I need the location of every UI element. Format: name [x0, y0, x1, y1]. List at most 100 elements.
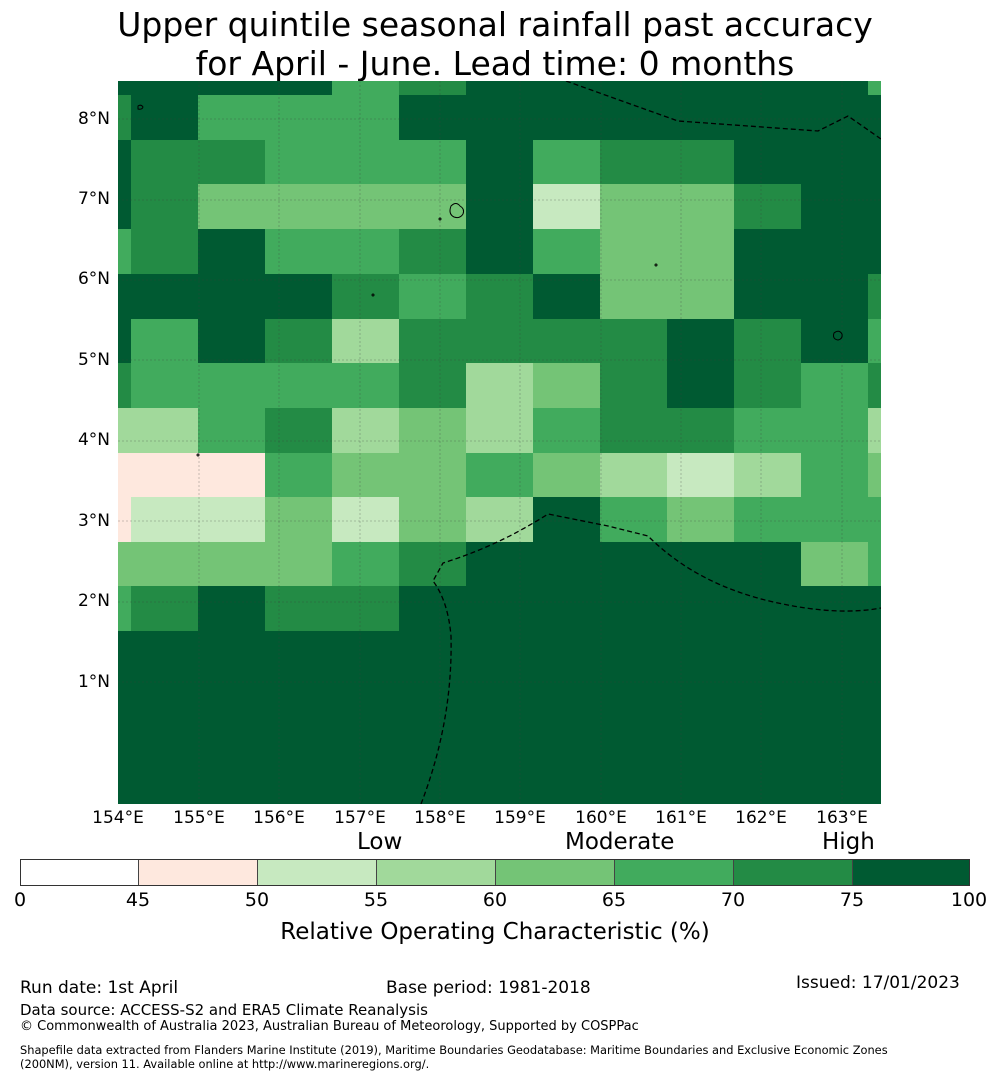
grid-cell-r6-c1	[131, 319, 198, 363]
grid-cell-r4-c8	[600, 229, 667, 274]
grid-cell-r8-c7	[533, 408, 600, 453]
grid-cell-r8-c10	[734, 408, 801, 453]
grid-cell-r11-c4	[332, 542, 399, 586]
grid-cell-r4-c0	[118, 229, 131, 274]
island-kosrae	[833, 330, 843, 341]
grid-cell-r10-c2	[198, 497, 265, 542]
lon-label-160e: 160°E	[575, 808, 627, 828]
grid-cell-r11-c2	[198, 542, 265, 586]
grid-cell-r6-c2	[198, 319, 265, 363]
grid-cell-r4-c12	[868, 229, 881, 274]
grid-cell-r11-c7	[533, 542, 600, 586]
grid-cell-r7-c8	[600, 363, 667, 408]
grid-cell-r3-c3	[265, 184, 332, 229]
grid-cell-r0-c5	[399, 81, 466, 95]
grid-cell-r10-c11	[801, 497, 868, 542]
grid-cell-r0-c8	[600, 81, 667, 95]
map-canvas	[118, 81, 881, 804]
grid-cell-r3-c11	[801, 184, 868, 229]
lat-label-7n: 7°N	[77, 189, 110, 209]
grid-cell-r7-c1	[131, 363, 198, 408]
lat-label-8n: 8°N	[77, 109, 110, 129]
grid-cell-r11-c5	[399, 542, 466, 586]
grid-cell-r4-c5	[399, 229, 466, 274]
grid-cell-r5-c5	[399, 274, 466, 319]
grid-cell-r1-c7	[533, 95, 600, 140]
grid-cell-r9-c1	[131, 453, 198, 497]
map-title-line-1: Upper quintile seasonal rainfall past ac…	[117, 5, 873, 44]
shapefile-credit-line-2: (200NM), version 11. Available online at…	[20, 1057, 430, 1071]
grid-cell-r7-c7	[533, 363, 600, 408]
grid-cell-r0-c10	[734, 81, 801, 95]
category-label-low: Low	[357, 829, 403, 855]
grid-cell-r10-c0	[118, 497, 131, 542]
grid-cell-r2-c2	[198, 140, 265, 184]
grid-cell-r6-c0	[118, 319, 131, 363]
grid-cell-r8-c6	[466, 408, 533, 453]
grid-cell-r4-c3	[265, 229, 332, 274]
grid-cell-r11-c3	[265, 542, 332, 586]
grid-cell-r6-c6	[466, 319, 533, 363]
grid-cell-r6-c3	[265, 319, 332, 363]
grid-cell-r12-c3	[265, 586, 332, 631]
grid-cell-r10-c8	[600, 497, 667, 542]
colorbar-tick-45: 45	[125, 889, 151, 911]
grid-cell-r3-c1	[131, 184, 198, 229]
grid-cell-r2-c5	[399, 140, 466, 184]
grid-cell-r13-c0	[118, 631, 881, 804]
grid-cell-r5-c11	[801, 274, 868, 319]
grid-cell-r9-c9	[667, 453, 734, 497]
grid-cell-r2-c0	[118, 140, 131, 184]
grid-cell-r1-c5	[399, 95, 466, 140]
grid-cell-r12-c2	[198, 586, 265, 631]
grid-cell-r5-c1	[131, 274, 198, 319]
grid-cell-r9-c5	[399, 453, 466, 497]
grid-cell-r11-c1	[131, 542, 198, 586]
colorbar-segment-55-60	[377, 860, 496, 885]
accuracy-map[interactable]	[118, 81, 881, 804]
colorbar-segment-75-100	[853, 860, 969, 885]
grid-cell-r10-c3	[265, 497, 332, 542]
grid-cell-r0-c2	[198, 81, 265, 95]
lon-label-155e: 155°E	[173, 808, 225, 828]
grid-cell-r1-c0	[118, 95, 131, 140]
grid-cell-r8-c8	[600, 408, 667, 453]
grid-cell-r2-c10	[734, 140, 801, 184]
grid-cell-r8-c4	[332, 408, 399, 453]
grid-cell-r7-c6	[466, 363, 533, 408]
grid-cells-layer	[118, 81, 881, 804]
colorbar-axis-label: Relative Operating Characteristic (%)	[280, 919, 710, 945]
colorbar-tick-60: 60	[482, 889, 508, 911]
island-small-nw	[137, 104, 144, 110]
grid-cell-r1-c6	[466, 95, 533, 140]
lon-label-157e: 157°E	[334, 808, 386, 828]
lon-label-163e: 163°E	[816, 808, 868, 828]
lat-label-5n: 5°N	[77, 350, 110, 370]
grid-cell-r0-c1	[131, 81, 198, 95]
lat-label-6n: 6°N	[77, 269, 110, 289]
grid-cell-r5-c9	[667, 274, 734, 319]
grid-cell-r5-c2	[198, 274, 265, 319]
grid-cell-r9-c11	[801, 453, 868, 497]
colorbar-tick-75: 75	[839, 889, 865, 911]
lat-label-1n: 1°N	[77, 672, 110, 692]
grid-cell-r9-c2	[198, 453, 265, 497]
lon-label-156e: 156°E	[253, 808, 305, 828]
island-small-4	[196, 453, 200, 457]
eez-boundary-north	[565, 81, 881, 140]
grid-cell-r8-c5	[399, 408, 466, 453]
data-source: Data source: ACCESS-S2 and ERA5 Climate …	[20, 1001, 428, 1019]
colorbar-segment-50-55	[258, 860, 377, 885]
grid-cell-r12-c9	[667, 586, 734, 631]
grid-cell-r4-c4	[332, 229, 399, 274]
grid-cell-r7-c12	[868, 363, 881, 408]
islands	[137, 104, 843, 457]
colorbar-tick-65: 65	[601, 889, 627, 911]
grid-cell-r8-c12	[868, 408, 881, 453]
grid-cell-r6-c4	[332, 319, 399, 363]
grid-cell-r2-c3	[265, 140, 332, 184]
grid-cell-r2-c8	[600, 140, 667, 184]
grid-cell-r4-c1	[131, 229, 198, 274]
grid-cell-r11-c11	[801, 542, 868, 586]
grid-cell-r1-c3	[265, 95, 332, 140]
